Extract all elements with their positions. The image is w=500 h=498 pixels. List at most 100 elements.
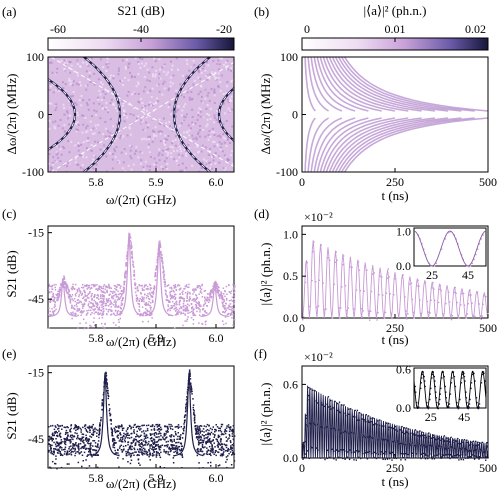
data-point — [146, 304, 149, 306]
data-point — [358, 269, 361, 271]
heatmap-a-noise-cell — [204, 135, 207, 138]
inset-data-point — [482, 234, 484, 236]
data-point — [132, 426, 135, 428]
heatmap-a-noise-cell — [232, 65, 234, 68]
inset-data-point — [446, 405, 449, 407]
data-point — [92, 440, 94, 442]
heatmap-a-noise-cell — [82, 153, 85, 156]
inset-data-point — [445, 397, 447, 399]
data-point — [160, 256, 163, 258]
heatmap-a-noise-cell — [69, 114, 72, 117]
data-point — [379, 419, 381, 421]
data-point — [101, 403, 103, 406]
data-point — [101, 304, 104, 306]
data-point — [153, 442, 156, 445]
data-point — [98, 432, 101, 434]
heatmap-a-noise-cell — [86, 84, 89, 87]
data-point — [105, 381, 108, 383]
data-point — [89, 426, 91, 429]
data-point — [168, 447, 170, 449]
data-point — [93, 299, 95, 302]
data-point — [432, 434, 434, 436]
heatmap-a-noise-cell — [213, 133, 216, 136]
data-point — [193, 413, 195, 415]
data-point — [186, 318, 189, 320]
inset-data-point — [444, 385, 446, 388]
data-point — [85, 300, 88, 302]
inset-data-point — [478, 403, 481, 405]
heatmap-a-noise-cell — [212, 156, 215, 159]
data-point — [137, 435, 139, 437]
heatmap-a-noise-cell — [93, 83, 96, 86]
data-point — [114, 430, 116, 432]
data-point — [90, 306, 92, 308]
data-point — [473, 458, 476, 460]
data-point — [180, 297, 182, 299]
heatmap-a-noise-cell — [70, 82, 73, 85]
data-point — [342, 449, 344, 451]
data-point — [97, 288, 100, 290]
heatmap-a-noise-cell — [163, 142, 166, 145]
data-point — [54, 310, 56, 312]
data-point — [122, 427, 125, 429]
data-point — [53, 306, 55, 309]
heatmap-a-noise-cell — [226, 138, 229, 141]
heatmap-a-noise-cell — [173, 158, 176, 161]
data-point — [361, 316, 363, 318]
data-point — [76, 310, 78, 312]
inset-data-point — [433, 375, 435, 378]
data-point — [115, 452, 117, 454]
x-tick-label: 500 — [479, 321, 497, 335]
heatmap-a-noise-cell — [209, 118, 212, 121]
data-point — [144, 293, 146, 295]
heatmap-a-noise-cell — [152, 137, 155, 140]
data-point — [465, 317, 468, 319]
heatmap-a-noise-cell — [119, 79, 122, 82]
data-point — [158, 430, 161, 433]
data-point — [144, 453, 146, 455]
data-point — [206, 441, 209, 444]
heatmap-a-noise-cell — [70, 95, 73, 98]
data-point — [190, 389, 192, 391]
data-point — [130, 243, 133, 245]
data-point — [176, 285, 179, 287]
data-point — [175, 445, 178, 447]
data-point — [408, 428, 410, 430]
data-point — [104, 302, 106, 305]
data-point — [98, 427, 101, 430]
heatmap-a-noise-cell — [59, 148, 62, 151]
data-point — [139, 292, 142, 294]
data-point — [68, 289, 70, 291]
data-point — [373, 451, 376, 454]
data-point — [167, 426, 169, 429]
heatmap-a-noise-cell — [63, 107, 66, 110]
data-point — [195, 433, 197, 435]
data-point — [231, 296, 234, 299]
heatmap-a-noise-cell — [146, 79, 149, 82]
data-point — [142, 297, 144, 300]
heatmap-a-noise-cell — [137, 81, 140, 84]
data-point — [106, 384, 108, 386]
heatmap-a-noise-cell — [142, 168, 145, 171]
data-point — [159, 446, 162, 449]
heatmap-a-noise-cell — [171, 142, 174, 145]
data-point — [133, 439, 135, 442]
data-point — [131, 448, 133, 451]
heatmap-a-noise-cell — [204, 69, 207, 72]
data-point — [118, 447, 121, 449]
data-point — [171, 295, 173, 298]
data-point — [217, 446, 219, 448]
data-point — [70, 445, 72, 447]
data-point — [332, 407, 334, 409]
y-tick-label: -45 — [28, 432, 44, 446]
data-point — [171, 441, 173, 443]
heatmap-a-noise-cell — [85, 131, 88, 134]
data-point — [138, 441, 140, 444]
data-point — [206, 440, 208, 443]
data-point — [185, 405, 187, 407]
data-point — [168, 448, 170, 450]
inset-data-point — [445, 391, 447, 393]
data-point — [109, 290, 112, 293]
data-point — [188, 291, 191, 294]
data-point — [357, 261, 360, 263]
